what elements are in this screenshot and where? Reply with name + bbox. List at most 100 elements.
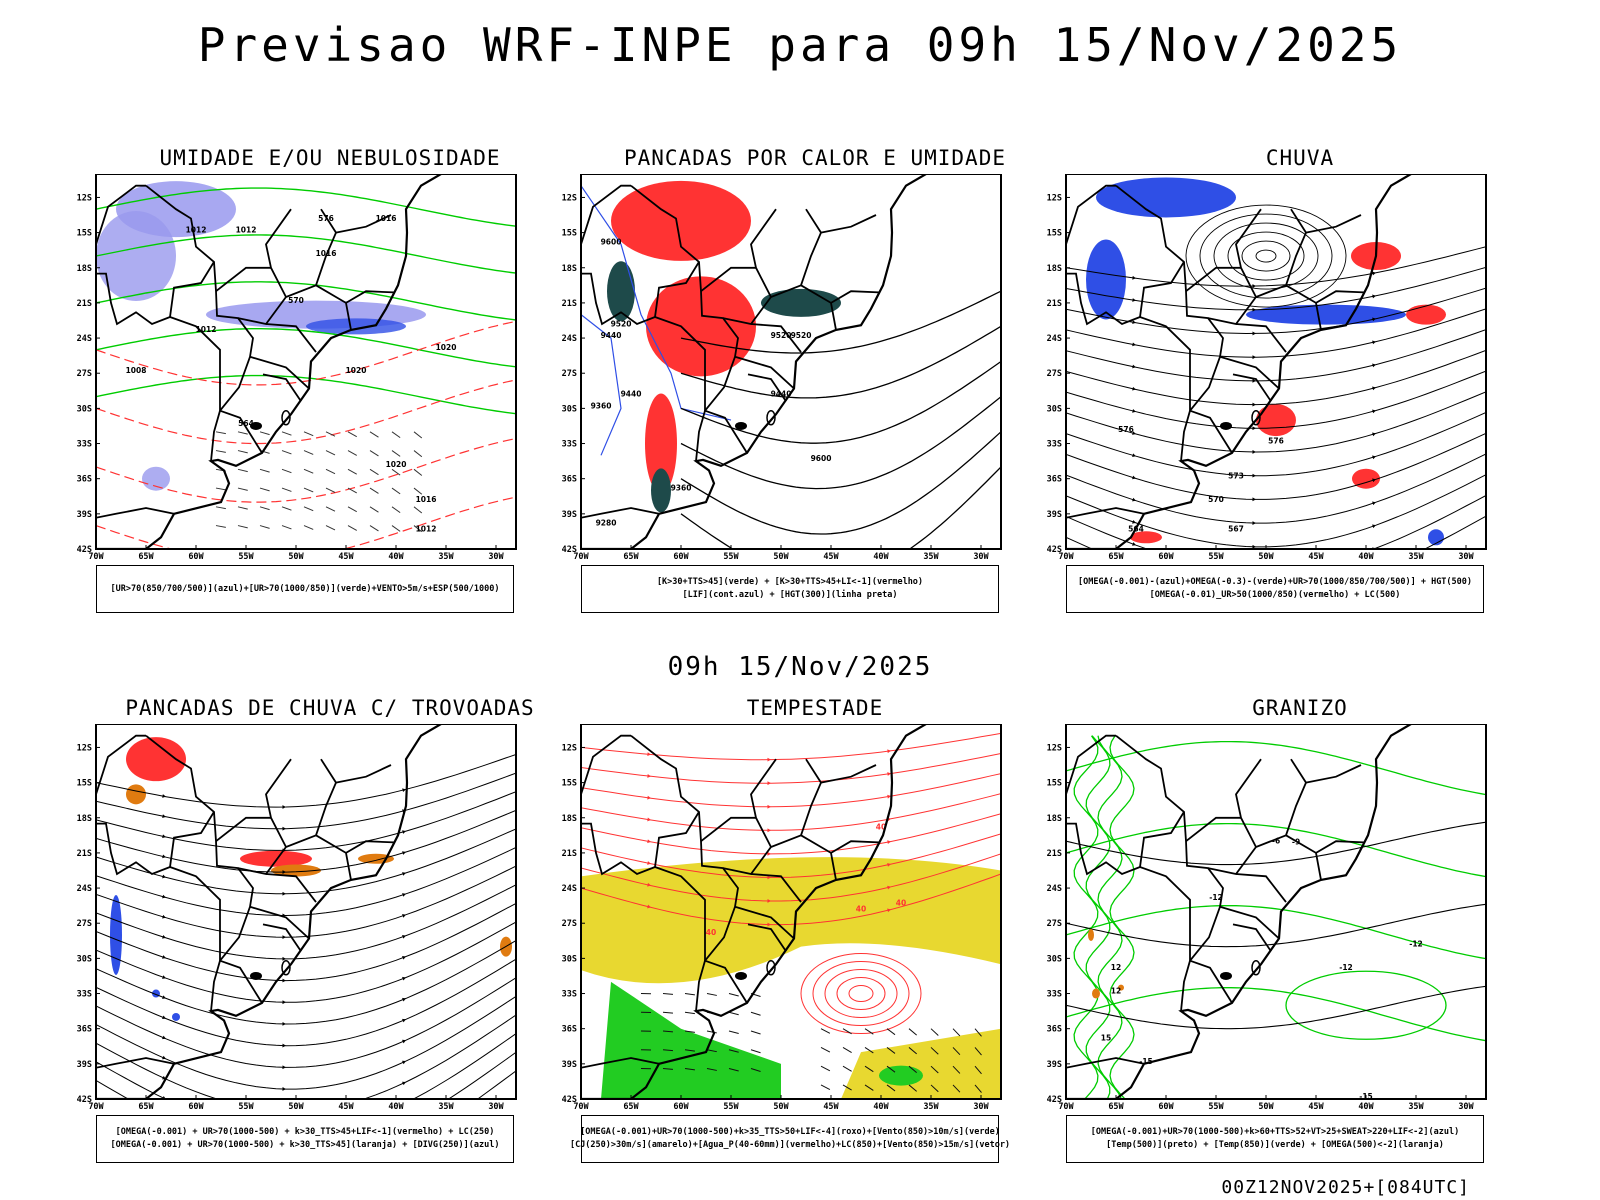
wind-vector [391, 468, 401, 476]
lat-tick-label: 21S [1047, 849, 1062, 859]
contour-label: 1016 [316, 249, 337, 258]
streamline [1066, 329, 1486, 382]
flow-arrowhead [1372, 501, 1376, 506]
panel-title: CHUVA [1265, 146, 1335, 170]
rain-area-blue [1096, 177, 1236, 218]
thickness-contour-red [96, 320, 516, 386]
wind-vector [215, 431, 226, 435]
flow-arrowhead [887, 840, 891, 845]
contour-label: 9360 [671, 483, 692, 492]
lon-tick-label: 40W [873, 1102, 889, 1112]
flow-arrowhead [402, 997, 406, 1002]
lagoa-dos-patos [281, 960, 291, 976]
lon-tick-label: 55W [723, 552, 739, 562]
lon-tick-label: 70W [573, 1102, 589, 1112]
wind-vector [303, 525, 314, 530]
humidity-area-blue-strong [306, 318, 406, 335]
temp-850-contour-green [1085, 735, 1111, 1099]
country-border [800, 834, 837, 881]
panel-pancadas-trovoadas: PANCADAS DE CHUVA C/ TROVOADAS 12S 15S 18S… [70, 696, 590, 1176]
wind-vector [347, 450, 357, 456]
lat-tick-label: 15S [77, 229, 92, 239]
instability-area-red [645, 393, 677, 494]
lat-tick-label: 36S [77, 1025, 92, 1035]
lon-tick-label: 30W [1458, 552, 1474, 562]
flow-arrowhead [1372, 478, 1376, 483]
country-border [654, 261, 700, 318]
lat-tick-label: 33S [1047, 990, 1062, 1000]
panel-tempestade: TEMPESTADE 40 40 40 40 12S 15S 18S 21S 24S 27S 30S… [555, 696, 1075, 1176]
lat-tick-label: 12S [77, 743, 92, 753]
page-title: Previsao WRF-INPE para 09h 15/Nov/2025 [197, 18, 1403, 72]
panel-granizo: GRANIZO -6 -9 -12 -12 -12 -15 -15 12 12 15 12S 15S 1… [1040, 696, 1560, 1176]
flow-arrowhead [1252, 473, 1256, 478]
country-border [654, 811, 700, 868]
wind-vector [750, 1049, 761, 1054]
country-border [1115, 734, 1224, 1012]
contour-label: 1012 [186, 226, 207, 235]
contour-label: 9520 [611, 319, 632, 328]
streamline [96, 754, 516, 808]
lat-tick-label: 39S [562, 1060, 577, 1070]
contour-label: 1012 [196, 325, 217, 334]
wind-vector [886, 1047, 896, 1054]
flow-arrowhead [162, 995, 166, 999]
country-border [700, 266, 756, 292]
legend-line: [OMEGA(-0.001)-(azul)+OMEGA(-0.3)-(verde… [1077, 577, 1473, 587]
wind-vector [864, 1028, 874, 1035]
wind-vector [952, 1028, 961, 1037]
rain-area-red [1130, 531, 1162, 544]
lat-tick-label: 33S [562, 990, 577, 1000]
flow-arrowhead [1132, 475, 1136, 480]
lat-tick-label: 12S [77, 193, 92, 203]
wind-vector [952, 1084, 961, 1093]
wind-vector [237, 506, 248, 510]
flow-arrowhead [1252, 378, 1256, 383]
contour-label: 564 [238, 419, 254, 428]
lon-tick-label: 30W [1458, 1102, 1474, 1112]
lon-tick-label: 55W [238, 1102, 254, 1112]
country-border [800, 284, 837, 331]
flow-arrowhead [162, 854, 166, 859]
wind-850-area-green [601, 981, 781, 1099]
wind-vector [303, 431, 314, 437]
country-border [96, 184, 146, 245]
panel-chuva: CHUVA 576 573 570 567 564 576 12S 15S 18S 21S 24S 2… [1040, 146, 1560, 626]
wind-vector [347, 431, 357, 438]
lat-tick-label: 36S [562, 1025, 577, 1035]
contour-label: 567 [1228, 524, 1244, 533]
lon-tick-label: 65W [138, 552, 154, 562]
streamline [96, 772, 516, 830]
country-border [262, 923, 302, 952]
flow-arrowhead [1132, 342, 1136, 347]
lon-tick-label: 45W [1308, 1102, 1324, 1112]
lat-tick-label: 30S [1047, 954, 1062, 964]
wind-vector [281, 450, 292, 455]
wind-vector [303, 487, 314, 493]
contour-label: 576 [1118, 425, 1134, 434]
lake-mirim [1220, 421, 1232, 430]
legend-line: [OMEGA(-0.01)_UR>50(1000/850)(vermelho) … [1149, 590, 1401, 600]
country-border [820, 764, 877, 784]
lat-tick-label: 15S [1047, 229, 1062, 239]
country-border [1305, 764, 1362, 784]
wind-vector [369, 525, 379, 532]
flow-arrowhead [767, 922, 771, 927]
streamline [1066, 370, 1486, 429]
flow-arrowhead [282, 870, 286, 874]
wind-vector [864, 1065, 874, 1073]
height-contour [680, 360, 1001, 444]
temp-850-contour-green [1285, 970, 1447, 1040]
flow-arrowhead [162, 1015, 166, 1020]
lat-tick-label: 27S [1047, 919, 1062, 929]
wind-vector [237, 468, 248, 473]
lat-tick-label: 15S [77, 779, 92, 789]
flow-arrowhead [282, 891, 286, 896]
wind-vector [325, 450, 336, 456]
lat-tick-label: 24S [77, 334, 92, 344]
flow-arrowhead [887, 885, 891, 890]
wind-vector [886, 1084, 896, 1092]
streamline-850-red [848, 985, 874, 1003]
lat-tick-label: 24S [562, 334, 577, 344]
contour-label: 9360 [591, 401, 612, 410]
